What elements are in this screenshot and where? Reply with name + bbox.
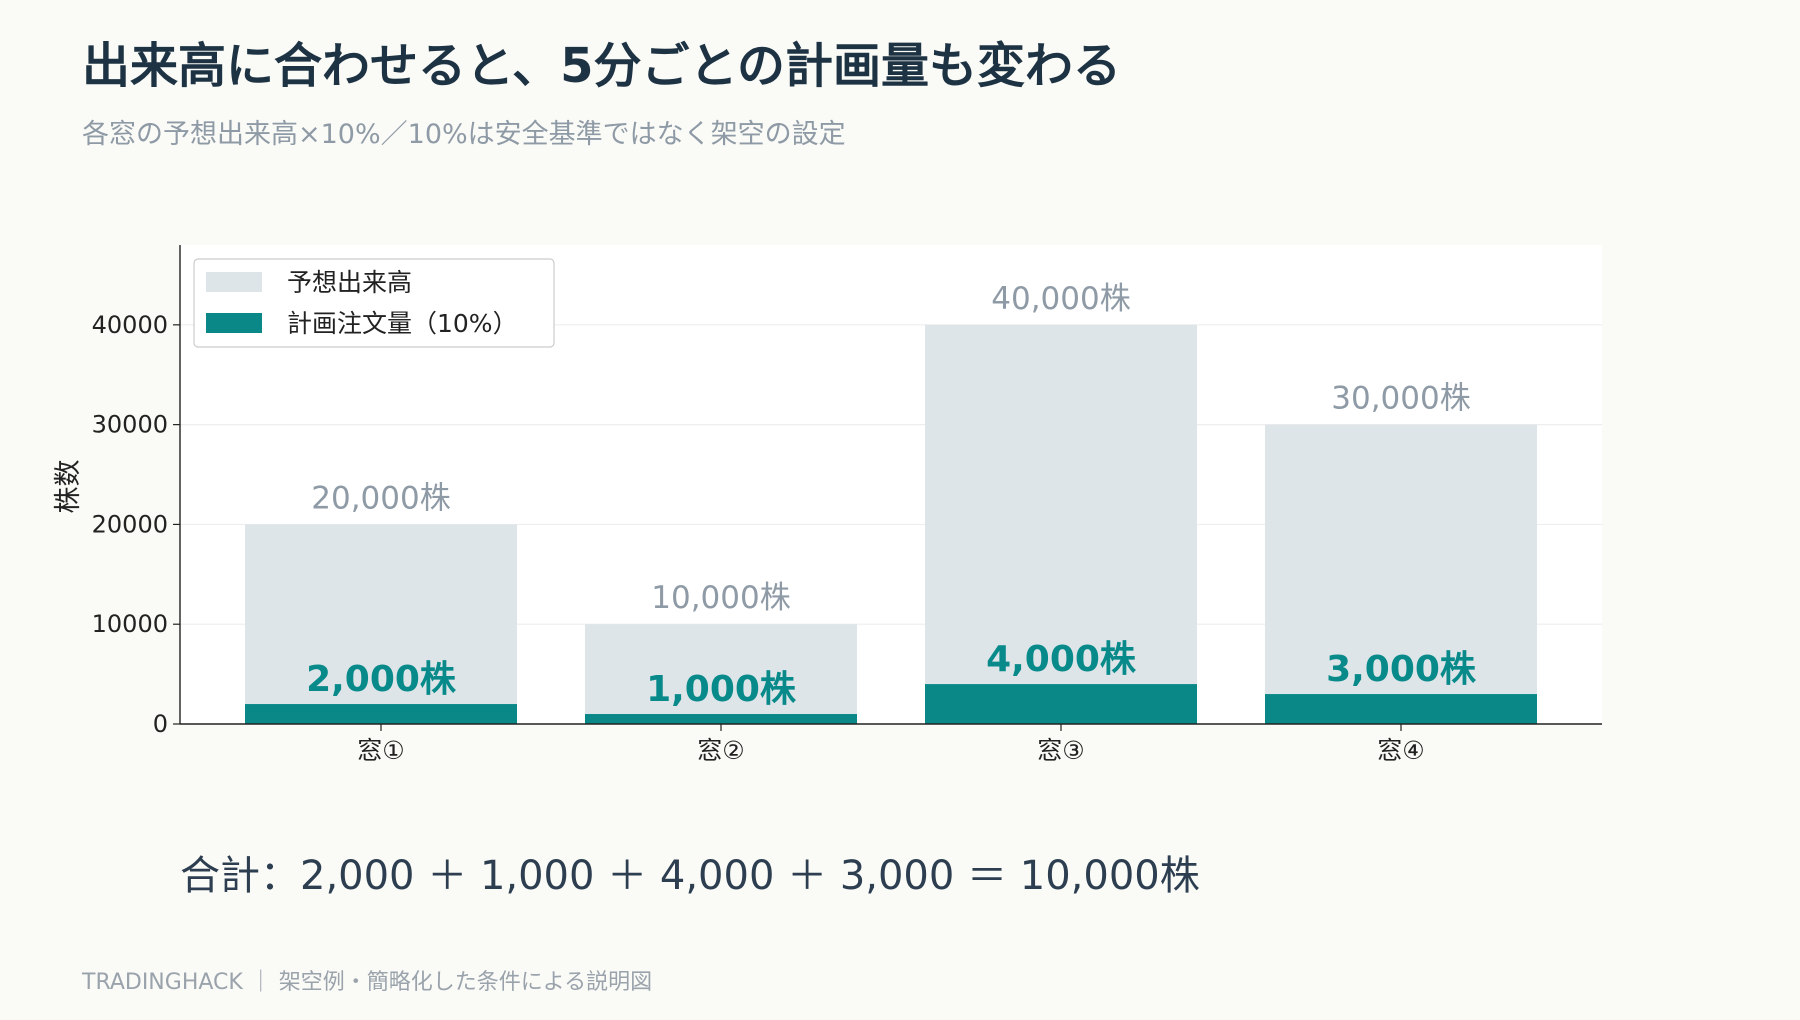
x-tick-label: 窓① — [357, 736, 404, 765]
x-tick-label: 窓④ — [1377, 736, 1424, 765]
volume-bar — [585, 624, 857, 724]
x-tick-label: 窓② — [697, 736, 744, 765]
volume-data-label: 10,000株 — [651, 580, 790, 616]
legend-label-plan: 計画注文量（10%） — [287, 309, 518, 338]
footer-credit: TRADINGHACK ｜ 架空例・簡略化した条件による説明図 — [82, 970, 653, 995]
plan-bar — [1265, 694, 1537, 724]
plan-data-label: 3,000株 — [1326, 649, 1477, 690]
plan-bar — [585, 714, 857, 724]
legend-swatch-plan — [206, 313, 262, 333]
y-tick-label: 0 — [153, 710, 168, 738]
total-summary: 合計：2,000 ＋ 1,000 ＋ 4,000 ＋ 3,000 ＝ 10,00… — [180, 853, 1200, 899]
plan-data-label: 1,000株 — [646, 669, 797, 710]
volume-data-label: 20,000株 — [311, 480, 450, 516]
y-tick-label: 40000 — [92, 311, 168, 339]
volume-bar — [925, 324, 1197, 724]
volume-data-label: 40,000株 — [991, 281, 1130, 317]
y-tick-label: 30000 — [92, 411, 168, 439]
page-subtitle: 各窓の予想出来高×10%／10%は安全基準ではなく架空の設定 — [82, 119, 846, 150]
volume-data-label: 30,000株 — [1331, 381, 1470, 417]
legend-box — [193, 258, 555, 348]
legend-label-volume: 予想出来高 — [287, 268, 412, 297]
volume-bar — [245, 524, 517, 724]
y-axis-label: 株数 — [53, 460, 84, 514]
plan-bar — [245, 704, 517, 724]
volume-bar — [1265, 424, 1537, 724]
page-title: 出来高に合わせると、5分ごとの計画量も変わる — [82, 38, 1122, 94]
x-tick-label: 窓③ — [1037, 736, 1084, 765]
plan-data-label: 4,000株 — [986, 639, 1137, 680]
legend-swatch-volume — [206, 272, 262, 292]
y-tick-label: 10000 — [92, 610, 168, 638]
y-tick-label: 20000 — [92, 510, 168, 538]
plan-bar — [925, 684, 1197, 724]
plan-data-label: 2,000株 — [306, 659, 457, 700]
